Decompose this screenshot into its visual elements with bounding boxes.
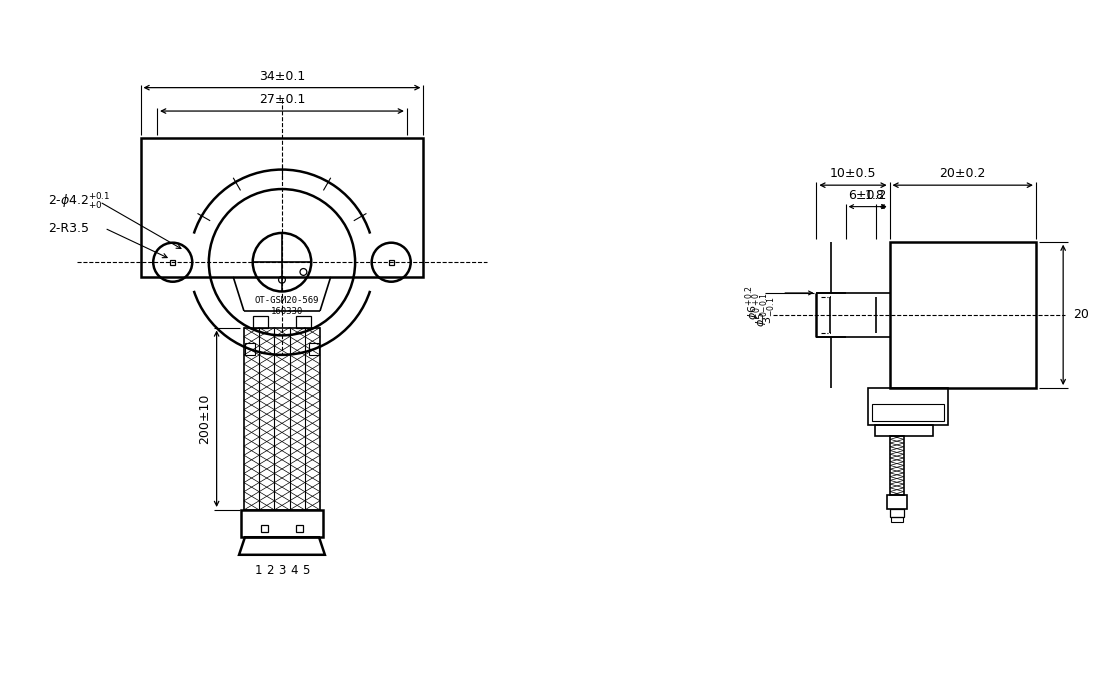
Text: 34±0.1: 34±0.1 (259, 70, 305, 82)
Text: 1: 1 (255, 564, 262, 577)
Text: 2-R3.5: 2-R3.5 (48, 222, 89, 235)
Text: OT-GSM20-569
160330: OT-GSM20-569 160330 (255, 296, 319, 316)
Text: 27±0.1: 27±0.1 (259, 93, 305, 106)
Text: 2-$\phi$4.2$^{+0.1}_{+0}$: 2-$\phi$4.2$^{+0.1}_{+0}$ (48, 192, 110, 212)
Text: 3$^{0}_{-0.1}$: 3$^{0}_{-0.1}$ (759, 296, 778, 324)
Text: 3: 3 (279, 564, 285, 577)
Text: 6±0.2: 6±0.2 (848, 189, 886, 202)
Text: 20: 20 (1073, 308, 1089, 322)
Text: 200±10: 200±10 (198, 394, 211, 444)
Text: 20±0.2: 20±0.2 (940, 167, 986, 180)
Text: 4: 4 (290, 564, 297, 577)
Text: $\phi$5$^{0}_{-0.1}$: $\phi$5$^{0}_{-0.1}$ (751, 293, 771, 327)
Text: $\phi$6$^{+0.2}_{+0}$: $\phi$6$^{+0.2}_{+0}$ (743, 286, 763, 320)
Text: 5: 5 (302, 564, 309, 577)
Text: 2: 2 (267, 564, 274, 577)
Text: 10±0.5: 10±0.5 (830, 167, 877, 180)
Text: 1.8: 1.8 (865, 189, 884, 202)
